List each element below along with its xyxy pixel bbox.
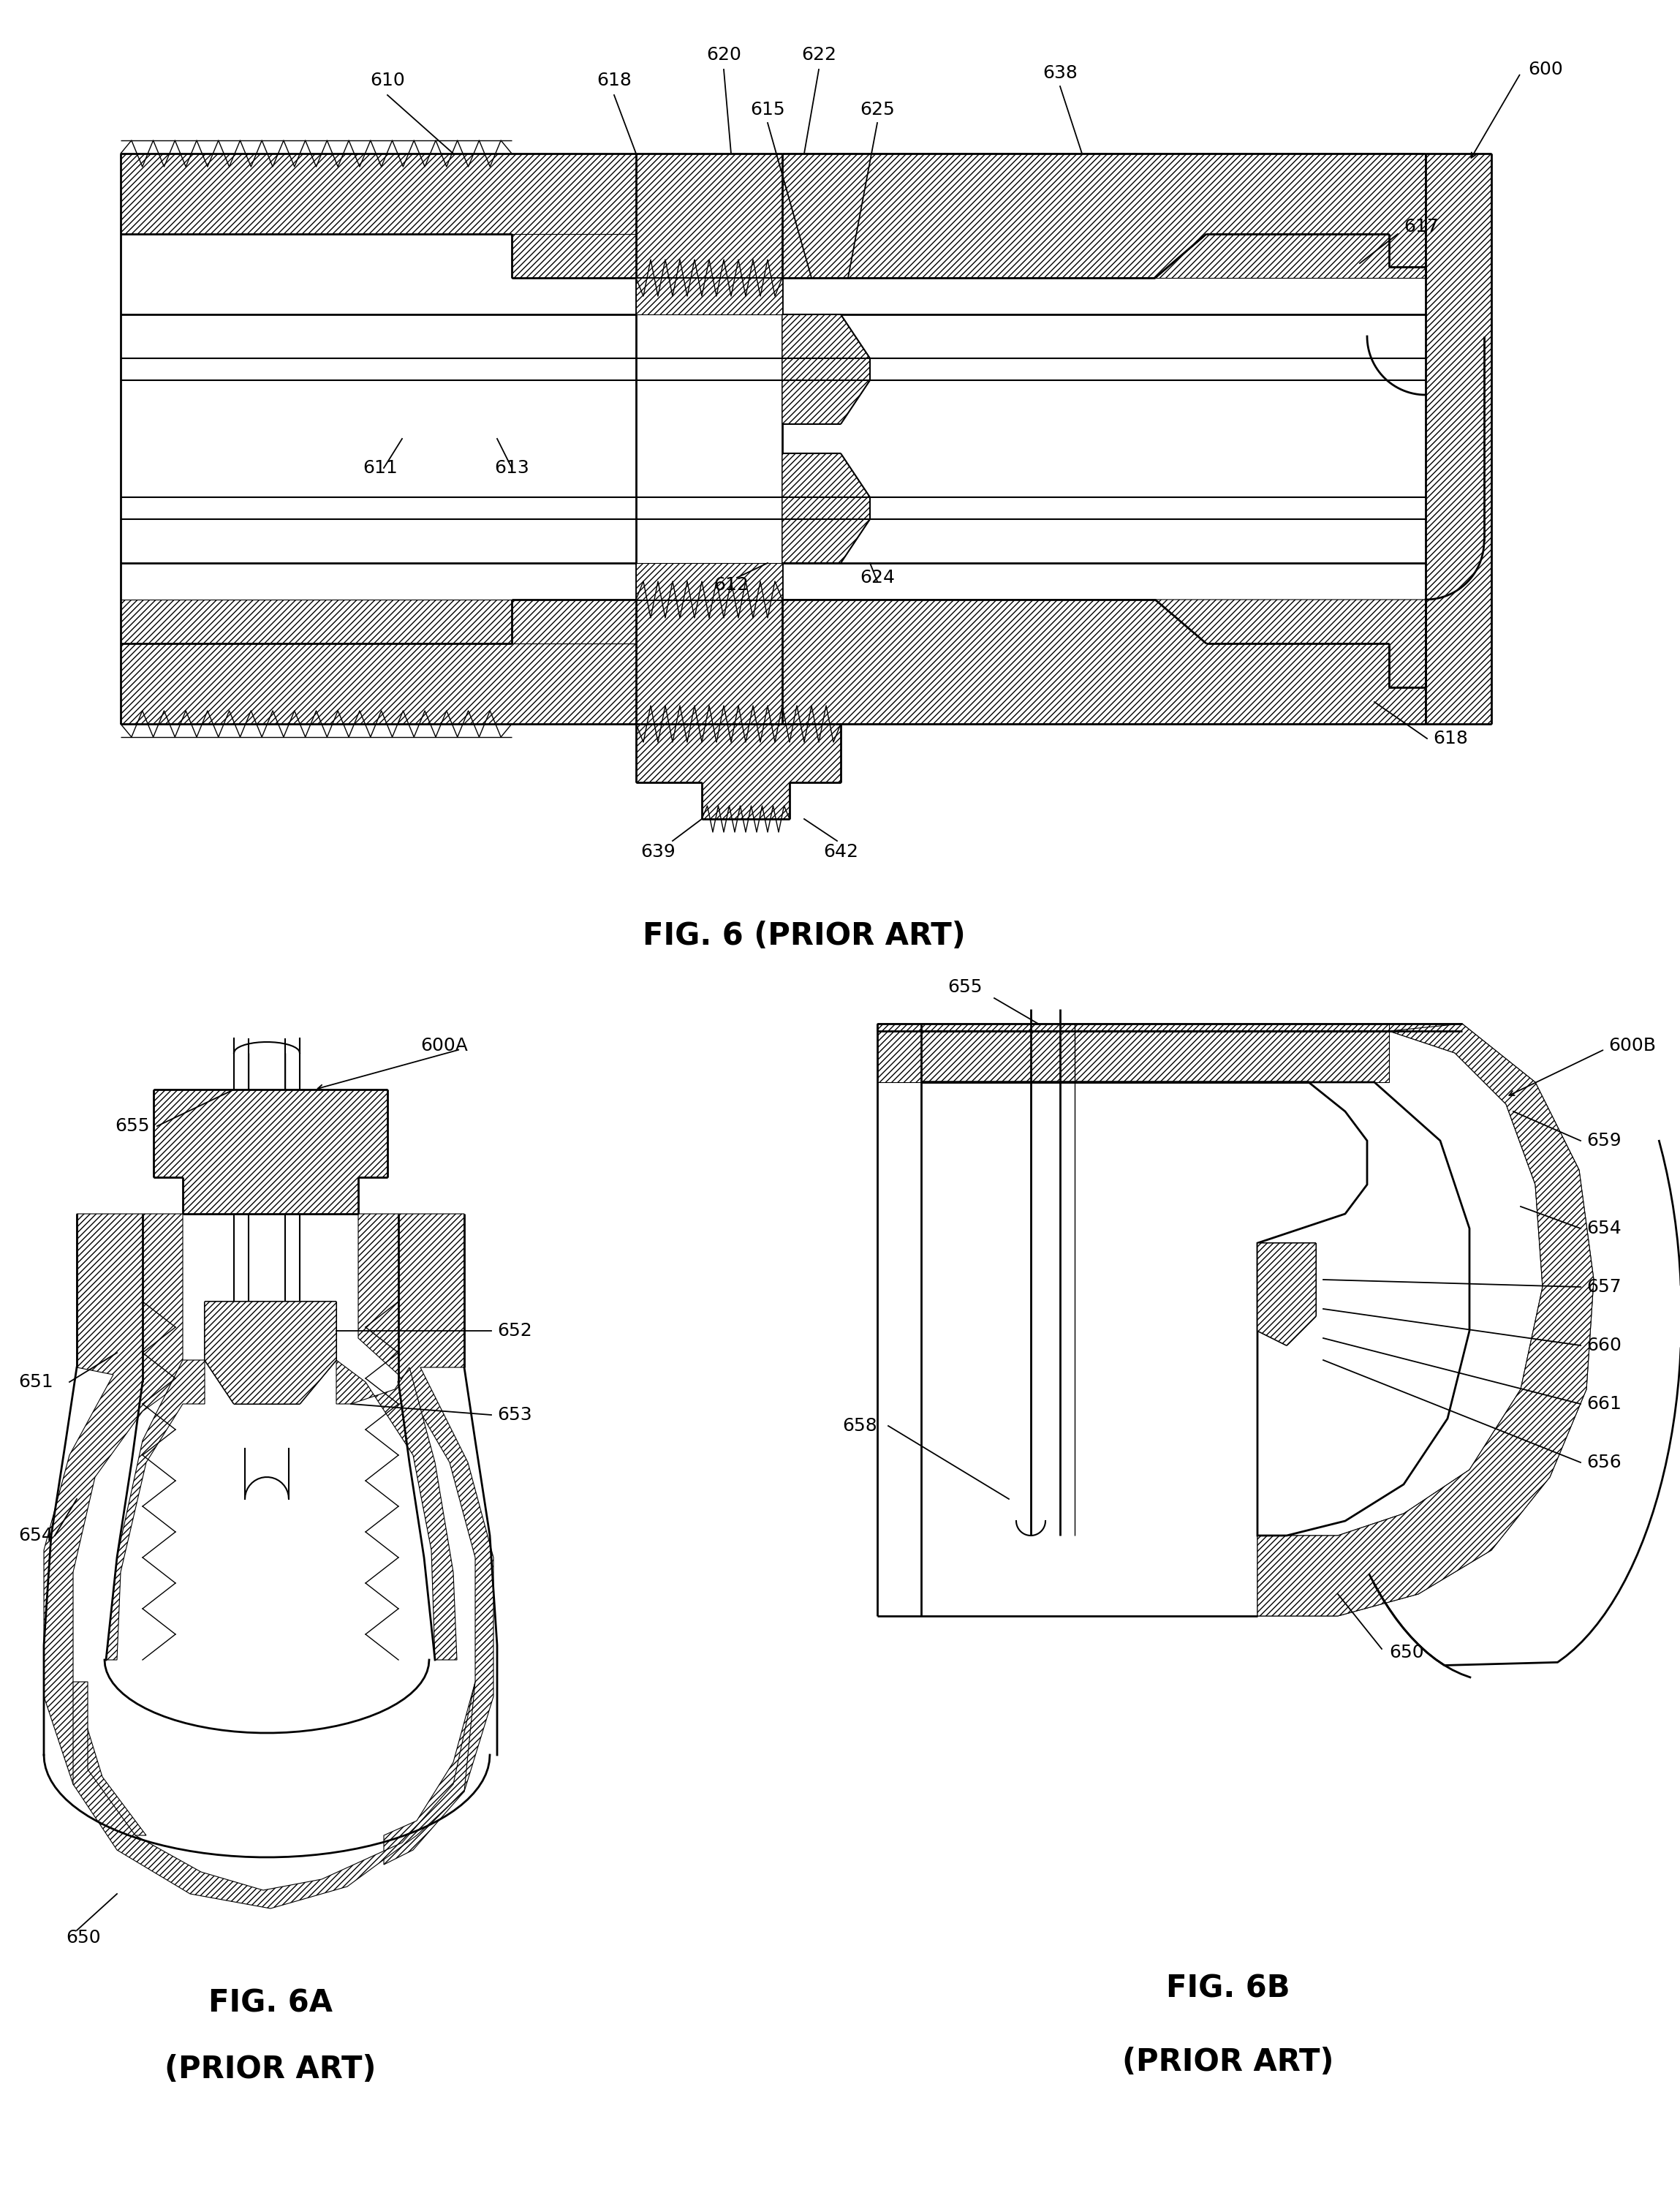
Polygon shape	[637, 600, 783, 725]
Text: (PRIOR ART): (PRIOR ART)	[165, 2054, 376, 2085]
Polygon shape	[877, 1023, 1389, 1082]
Polygon shape	[1257, 1023, 1594, 1616]
Polygon shape	[637, 725, 840, 819]
Polygon shape	[153, 1088, 388, 1213]
Text: FIG. 6 (PRIOR ART): FIG. 6 (PRIOR ART)	[643, 920, 966, 950]
Text: 656: 656	[1586, 1454, 1621, 1472]
Polygon shape	[205, 1301, 336, 1404]
Text: 654: 654	[18, 1526, 54, 1544]
Polygon shape	[358, 1213, 494, 1864]
Polygon shape	[336, 1360, 457, 1660]
Polygon shape	[877, 1023, 1594, 1616]
Text: 652: 652	[497, 1323, 533, 1340]
Polygon shape	[121, 600, 637, 725]
Text: 625: 625	[860, 101, 895, 118]
Text: 654: 654	[1586, 1220, 1621, 1237]
Text: 600: 600	[1527, 61, 1562, 79]
Polygon shape	[783, 453, 870, 563]
Text: 612: 612	[714, 576, 749, 593]
Text: 618: 618	[1433, 729, 1468, 747]
Text: 611: 611	[363, 460, 398, 477]
Polygon shape	[1426, 153, 1492, 725]
Text: 613: 613	[494, 460, 529, 477]
Text: 600B: 600B	[1608, 1036, 1656, 1053]
Text: 653: 653	[497, 1406, 533, 1424]
Text: 622: 622	[801, 46, 837, 64]
Text: 610: 610	[370, 72, 405, 90]
Text: 651: 651	[18, 1373, 54, 1391]
Text: 638: 638	[1043, 64, 1077, 81]
Polygon shape	[44, 1213, 183, 1835]
Text: 639: 639	[640, 843, 675, 861]
Text: FIG. 6B: FIG. 6B	[1166, 1973, 1290, 2004]
Polygon shape	[783, 315, 870, 425]
Text: 624: 624	[860, 569, 895, 587]
Text: 658: 658	[842, 1417, 877, 1434]
Text: 650: 650	[66, 1929, 101, 1947]
Text: 655: 655	[116, 1117, 150, 1134]
Text: 655: 655	[948, 979, 983, 996]
Text: 657: 657	[1586, 1279, 1621, 1296]
Text: 650: 650	[1389, 1645, 1425, 1662]
Polygon shape	[512, 234, 637, 278]
Text: 615: 615	[751, 101, 785, 118]
Polygon shape	[1257, 1244, 1315, 1345]
Text: 642: 642	[823, 843, 858, 861]
Text: 618: 618	[596, 72, 632, 90]
Polygon shape	[1156, 600, 1426, 688]
Polygon shape	[637, 278, 783, 315]
Text: 620: 620	[706, 46, 741, 64]
Polygon shape	[512, 600, 637, 644]
Polygon shape	[1156, 234, 1426, 278]
Polygon shape	[106, 1360, 205, 1660]
Text: 600A: 600A	[420, 1036, 469, 1053]
Polygon shape	[783, 153, 1426, 278]
Polygon shape	[921, 1082, 1470, 1535]
Text: (PRIOR ART): (PRIOR ART)	[1122, 2048, 1334, 2078]
Polygon shape	[637, 563, 783, 600]
Text: FIG. 6A: FIG. 6A	[208, 1989, 333, 2019]
Polygon shape	[121, 153, 637, 278]
Polygon shape	[637, 153, 783, 278]
Polygon shape	[74, 1682, 475, 1907]
Text: 661: 661	[1586, 1395, 1621, 1413]
Polygon shape	[783, 600, 1426, 725]
Text: 660: 660	[1586, 1336, 1621, 1353]
Text: 659: 659	[1586, 1132, 1621, 1150]
Text: 617: 617	[1404, 217, 1438, 237]
